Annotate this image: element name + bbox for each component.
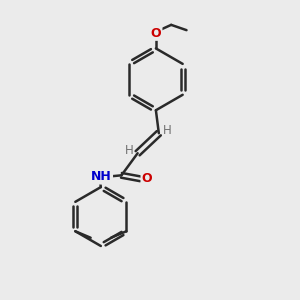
Text: NH: NH xyxy=(91,170,112,183)
Text: H: H xyxy=(125,144,134,157)
Text: H: H xyxy=(163,124,172,137)
Text: O: O xyxy=(142,172,152,185)
Text: O: O xyxy=(151,27,161,40)
